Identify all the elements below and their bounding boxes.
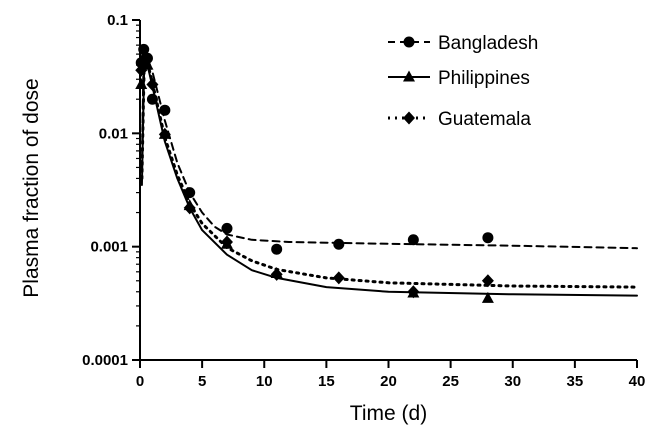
data-point-guatemala [220,235,233,249]
data-point-philippines [135,77,148,89]
fit-curve-philippines [140,58,638,297]
data-point-guatemala [481,274,494,288]
legend-marker-philippines [403,70,415,82]
legend-marker-guatemala [403,111,415,125]
y-tick-label: 0.0001 [82,352,128,369]
legend: Bangladesh Philippines Guatemala [388,33,538,130]
data-point-philippines [137,50,150,62]
data-point-bangladesh [184,187,196,199]
axes: 0.0001 0.001 0.01 0.1 0 5 10 15 20 25 30 35 40 Time (… [20,12,645,425]
x-tick-label: 15 [318,373,335,390]
data-point-bangladesh [138,43,150,55]
x-tick-label: 10 [256,373,273,390]
data-point-guatemala [183,201,196,215]
data-point-guatemala [270,267,283,281]
legend-marker-bangladesh [403,36,415,48]
fit-curve-guatemala [140,56,639,289]
x-tick-label: 40 [629,373,646,390]
legend-label: Guatemala [438,109,531,130]
data-point-guatemala [332,271,345,285]
legend-label: Philippines [438,68,530,89]
fit-curves [140,48,639,297]
data-point-guatemala [146,77,159,91]
data-markers [135,43,494,303]
legend-label: Bangladesh [438,33,538,54]
x-tick-label: 35 [567,373,584,390]
data-point-bangladesh [482,232,494,244]
data-point-bangladesh [146,93,158,105]
data-point-philippines [481,291,494,303]
x-tick-label: 5 [198,373,206,390]
data-point-bangladesh [271,243,283,255]
x-tick-label: 0 [136,373,144,390]
y-tick-label: 0.1 [107,12,128,29]
data-point-guatemala [137,58,150,72]
y-tick-label: 0.001 [90,239,128,256]
data-point-bangladesh [333,238,345,250]
fit-curve-bangladesh [140,48,638,250]
data-point-bangladesh [407,234,419,246]
data-point-bangladesh [159,104,171,116]
data-point-guatemala [407,285,420,299]
data-point-guatemala [158,127,171,141]
y-tick-label: 0.01 [99,125,128,142]
x-axis-title: Time (d) [350,402,427,425]
x-tick-label: 20 [380,373,397,390]
data-point-guatemala [135,63,148,77]
x-tick-label: 25 [442,373,459,390]
data-point-bangladesh [221,222,233,234]
y-axis-title: Plasma fraction of dose [20,78,43,297]
x-tick-label: 30 [504,373,521,390]
